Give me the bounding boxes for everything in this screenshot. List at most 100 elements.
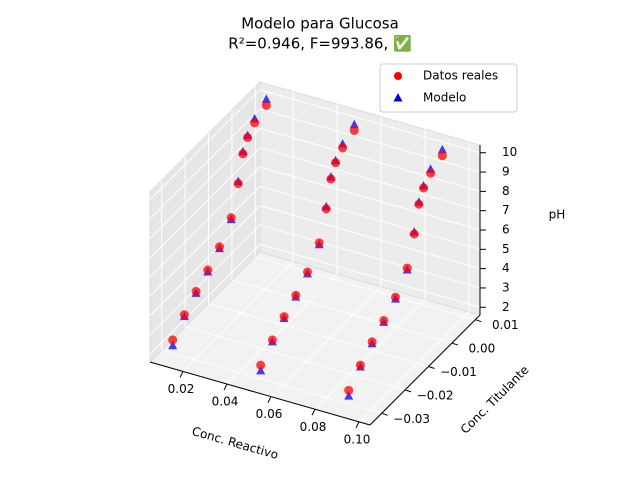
data-point bbox=[321, 204, 331, 214]
tick-mark bbox=[267, 396, 272, 403]
data-point bbox=[391, 292, 401, 302]
chart-subtitle: R²=0.946, F=993.86, ✅ bbox=[228, 35, 411, 53]
grid-line bbox=[259, 127, 481, 192]
data-point bbox=[402, 263, 412, 273]
data-point bbox=[426, 168, 436, 178]
data-point bbox=[331, 158, 341, 168]
grid-line bbox=[259, 205, 481, 270]
z-tick-label: 8 bbox=[502, 184, 510, 198]
z-tick-label: 5 bbox=[502, 242, 510, 256]
data-point bbox=[191, 286, 201, 296]
data-point bbox=[215, 242, 225, 252]
z-axis-label: pH bbox=[549, 208, 566, 222]
data-point bbox=[250, 118, 260, 128]
x-tick-label: 0.04 bbox=[212, 395, 239, 409]
data-point bbox=[203, 265, 213, 275]
tick-mark bbox=[311, 409, 316, 416]
grid-line bbox=[314, 298, 426, 410]
x-tick-label: 0.08 bbox=[300, 420, 327, 434]
grid-line bbox=[149, 224, 261, 336]
x-axis-label: Conc. Reactivo bbox=[190, 424, 280, 462]
tick-mark bbox=[475, 319, 482, 323]
data-point bbox=[367, 337, 377, 347]
model-point bbox=[261, 94, 271, 103]
model-point bbox=[437, 144, 447, 154]
data-point bbox=[326, 174, 336, 184]
grid-line bbox=[259, 243, 481, 308]
y-tick-label: −0.02 bbox=[417, 388, 454, 402]
z-tick-label: 9 bbox=[502, 165, 510, 179]
model-point bbox=[349, 119, 359, 129]
grid-line bbox=[208, 303, 429, 367]
data-point bbox=[179, 310, 189, 320]
x-tick-label: 0.02 bbox=[168, 382, 195, 396]
data-point bbox=[226, 213, 236, 223]
grid-line bbox=[259, 166, 481, 231]
grid-line bbox=[259, 147, 481, 212]
data-point bbox=[379, 315, 389, 325]
y-tick-label: 0.00 bbox=[469, 342, 496, 356]
grid-line bbox=[259, 185, 481, 250]
z-tick-label: 7 bbox=[502, 203, 510, 217]
data-point bbox=[233, 179, 243, 189]
z-tick-label: 3 bbox=[502, 280, 510, 294]
data-point bbox=[261, 100, 271, 110]
z-tick-label: 4 bbox=[502, 261, 510, 275]
data-point bbox=[419, 183, 429, 193]
data-point bbox=[314, 238, 324, 248]
grid-line bbox=[255, 256, 476, 321]
grid-line bbox=[231, 279, 453, 344]
y-tick-label: −0.03 bbox=[393, 412, 430, 426]
y-tick-label: 0.01 bbox=[492, 318, 519, 332]
y-tick-label: −0.01 bbox=[440, 365, 477, 379]
grid-line bbox=[149, 89, 261, 201]
data-point bbox=[437, 151, 447, 161]
data-point bbox=[168, 335, 178, 345]
tick-mark bbox=[355, 421, 360, 429]
model-point bbox=[256, 365, 266, 375]
legend-box bbox=[379, 63, 518, 113]
tick-mark bbox=[451, 342, 459, 346]
data-point bbox=[291, 290, 301, 300]
data-point bbox=[279, 312, 289, 322]
data-point bbox=[414, 199, 424, 209]
grid-line bbox=[358, 311, 470, 423]
data-point bbox=[256, 360, 266, 370]
grid-line bbox=[259, 224, 481, 289]
y-axis bbox=[369, 314, 481, 426]
grid-line bbox=[182, 261, 294, 372]
legend-label: Datos reales bbox=[423, 69, 498, 83]
data-point bbox=[349, 125, 359, 135]
data-point bbox=[303, 267, 313, 277]
z-tick-label: 10 bbox=[502, 145, 517, 159]
model-point bbox=[168, 340, 178, 350]
x-tick-label: 0.06 bbox=[256, 407, 283, 421]
grid-line bbox=[149, 108, 261, 220]
grid-line bbox=[184, 326, 406, 391]
grid-line bbox=[149, 185, 261, 297]
data-point bbox=[355, 360, 365, 370]
z-tick-label: 2 bbox=[502, 300, 510, 314]
x-tick-label: 0.10 bbox=[344, 432, 371, 446]
tick-mark bbox=[179, 371, 184, 378]
grid-line bbox=[149, 128, 261, 239]
grid-line bbox=[226, 273, 338, 385]
tick-mark bbox=[223, 383, 228, 391]
legend-marker bbox=[394, 72, 402, 80]
data-point bbox=[409, 229, 419, 239]
x-axis bbox=[149, 361, 371, 426]
grid-line bbox=[149, 147, 261, 259]
chart-title: Modelo para Glucosa bbox=[241, 15, 399, 33]
z-tick-label: 6 bbox=[502, 223, 510, 237]
tick-mark bbox=[428, 366, 435, 369]
grid-line bbox=[149, 243, 261, 355]
legend-marker bbox=[393, 93, 403, 102]
data-point bbox=[267, 335, 277, 345]
model-point bbox=[344, 391, 354, 400]
grid-line bbox=[270, 286, 382, 398]
grid-line bbox=[149, 205, 261, 316]
grid-line bbox=[161, 349, 382, 414]
legend-label: Modelo bbox=[423, 91, 466, 105]
grid-line bbox=[259, 89, 481, 154]
